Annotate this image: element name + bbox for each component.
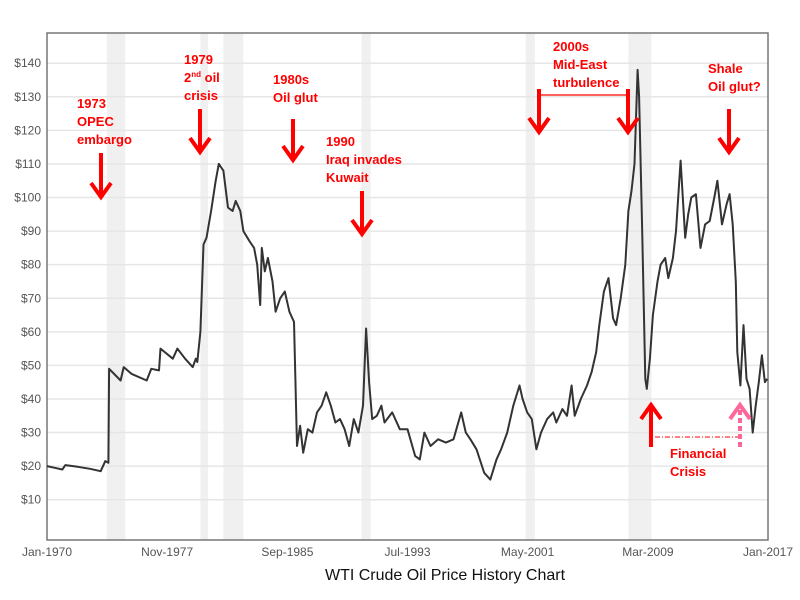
annotation-iraq-kuwait: 1990 Iraq invades Kuwait — [326, 134, 402, 185]
arrow-head — [188, 136, 212, 156]
y-tick-label: $80 — [21, 258, 41, 272]
arrow-down-opec — [89, 153, 113, 201]
svg-text:Oil glut?: Oil glut? — [708, 79, 761, 94]
arrow-head — [350, 218, 374, 238]
svg-text:embargo: embargo — [77, 132, 132, 147]
recession-band — [106, 33, 126, 540]
y-tick-label: $100 — [14, 191, 41, 205]
arrow-head — [728, 401, 752, 421]
svg-text:1980s: 1980s — [273, 72, 309, 87]
y-tick-label: $70 — [21, 291, 41, 305]
price-series-line — [46, 68, 769, 481]
svg-text:1990: 1990 — [326, 134, 355, 149]
x-tick-label: Nov-1977 — [141, 545, 193, 559]
x-tick-label: Jul-1993 — [384, 545, 430, 559]
x-tick-label: Jan-1970 — [22, 545, 72, 559]
recession-band — [361, 33, 371, 540]
svg-text:2nd oil: 2nd oil — [184, 70, 220, 85]
arrow-down-2000s-end — [616, 89, 640, 136]
annotation-opec-embargo: 1973 OPEC embargo — [77, 96, 132, 147]
svg-text:Kuwait: Kuwait — [326, 170, 369, 185]
y-tick-label: $110 — [15, 157, 41, 171]
x-tick-label: Mar-2009 — [622, 545, 674, 559]
svg-text:Oil glut: Oil glut — [273, 90, 318, 105]
gridlines — [47, 62, 768, 501]
x-tick-label: May-2001 — [501, 545, 555, 559]
svg-text:2000s: 2000s — [553, 39, 589, 54]
arrow-head — [639, 401, 663, 421]
x-axis-ticks: Jan-1970 Nov-1977 Sep-1985 Jul-1993 May-2001… — [22, 545, 793, 559]
y-tick-label: $120 — [14, 123, 41, 137]
y-tick-label: $130 — [14, 90, 41, 104]
chart-title: WTI Crude Oil Price History Chart — [325, 567, 566, 584]
recession-band — [200, 33, 209, 540]
annotation-1980s-glut: 1980s Oil glut — [273, 72, 318, 105]
svg-text:crisis: crisis — [184, 88, 218, 103]
y-tick-label: $40 — [21, 392, 41, 406]
svg-text:turbulence: turbulence — [553, 75, 619, 90]
svg-text:Shale: Shale — [708, 61, 743, 76]
arrow-up-shale-dip — [728, 401, 752, 447]
svg-text:Iraq invades: Iraq invades — [326, 152, 402, 167]
recession-band — [525, 33, 535, 540]
x-tick-label: Sep-1985 — [261, 545, 313, 559]
arrow-head — [717, 136, 741, 156]
svg-text:1979: 1979 — [184, 52, 213, 67]
arrow-head — [89, 181, 113, 201]
arrow-down-1980s — [281, 119, 305, 164]
x-tick-label: Jan-2017 — [743, 545, 793, 559]
y-tick-label: $10 — [21, 493, 41, 507]
svg-text:Mid-East: Mid-East — [553, 57, 608, 72]
annotation-financial-crisis: Financial Crisis — [655, 436, 739, 479]
y-tick-label: $50 — [21, 358, 41, 372]
y-tick-label: $90 — [21, 224, 41, 238]
arrow-head — [616, 116, 640, 136]
y-tick-label: $30 — [21, 426, 41, 440]
annotation-1979-crisis: 1979 2nd oil crisis — [184, 52, 220, 103]
arrow-down-2000s-start — [527, 89, 551, 136]
plot-frame — [46, 32, 769, 541]
arrow-down-1990 — [350, 191, 374, 238]
arrow-head — [281, 144, 305, 164]
annotation-shale: Shale Oil glut? — [708, 61, 761, 94]
svg-text:Crisis: Crisis — [670, 464, 706, 479]
arrow-down-shale — [717, 109, 741, 156]
arrow-down-1979 — [188, 109, 212, 156]
y-tick-label: $60 — [21, 325, 41, 339]
svg-text:Financial: Financial — [670, 446, 726, 461]
annotation-mideast: 2000s Mid-East turbulence — [540, 39, 628, 96]
arrow-head — [527, 116, 551, 136]
svg-text:1973: 1973 — [77, 96, 106, 111]
y-tick-label: $140 — [14, 56, 41, 70]
svg-text:OPEC: OPEC — [77, 114, 114, 129]
y-axis-ticks: $10 $20 $30 $40 $50 $60 $70 $80 $90 $100 $110 $120 $… — [14, 56, 41, 506]
recession-band — [223, 33, 244, 540]
arrow-up-financial-crisis — [639, 401, 663, 447]
recession-bands — [106, 33, 652, 540]
annotation-arrows — [89, 89, 752, 447]
y-tick-label: $20 — [21, 459, 41, 473]
